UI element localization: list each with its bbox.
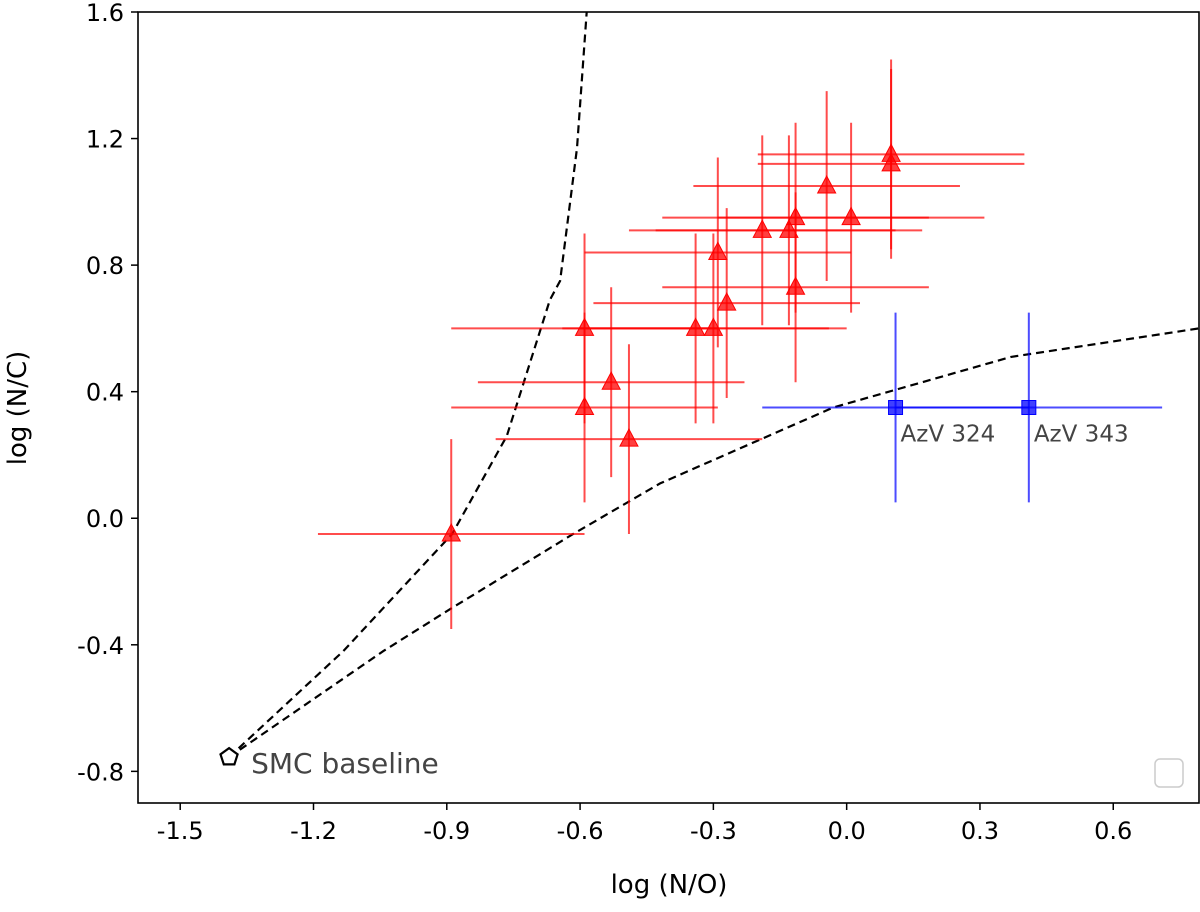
y-tick-label: -0.4 (77, 632, 124, 660)
triangle-data-point (752, 219, 773, 238)
annotations: AzV 324 AzV 343 SMC baseline (251, 422, 1129, 781)
y-tick-label: 1.2 (86, 126, 124, 154)
y-axis-label: log (N/C) (3, 351, 33, 466)
baseline-label: SMC baseline (251, 747, 439, 780)
x-tick-label: -0.3 (690, 817, 737, 845)
y-tick-label: 0.0 (86, 505, 124, 533)
x-tick-label: -0.6 (557, 817, 604, 845)
triangle-data-point (785, 206, 806, 226)
x-tick-label: 0.3 (961, 817, 999, 845)
dashed-model-curve (228, 11, 588, 758)
x-tick-label: -1.5 (157, 817, 204, 845)
triangle-data-point (707, 241, 728, 260)
model-curves (228, 11, 1200, 759)
data-markers (219, 143, 1037, 766)
y-axis-ticks: -0.8 -0.4 0.0 0.4 0.8 1.2 1.6 (77, 0, 138, 786)
triangle-data-point (601, 371, 622, 390)
square-data-point (888, 400, 904, 415)
square-data-point (1021, 400, 1037, 415)
x-tick-label: -1.2 (290, 817, 337, 845)
x-tick-label: -0.9 (423, 817, 470, 845)
triangle-data-point (716, 292, 737, 311)
y-tick-label: 0.8 (86, 252, 124, 280)
triangle-data-point (779, 219, 799, 238)
x-tick-label: 0.0 (828, 817, 866, 845)
triangle-data-point (685, 317, 706, 336)
y-tick-label: 1.6 (86, 0, 124, 27)
legend-box (1154, 758, 1184, 788)
y-tick-label: -0.8 (77, 758, 124, 786)
point-label: AzV 324 (901, 422, 996, 448)
smc-baseline-pentagon-marker (219, 746, 239, 766)
triangle-data-point (574, 317, 595, 336)
plot-frame (137, 11, 1200, 804)
x-tick-label: 0.6 (1094, 817, 1132, 845)
triangle-data-point (619, 428, 639, 447)
triangle-data-point (881, 152, 901, 172)
triangle-data-point (574, 396, 595, 415)
triangle-data-point (841, 206, 861, 226)
triangle-data-point (703, 317, 724, 336)
dashed-model-curve (228, 327, 1200, 759)
triangle-data-point (785, 276, 806, 295)
x-axis-label: log (N/O) (611, 870, 728, 900)
y-tick-label: 0.4 (86, 379, 124, 407)
triangle-data-point (441, 522, 462, 542)
point-label: AzV 343 (1034, 422, 1129, 448)
x-axis-ticks: -1.5 -1.2 -0.9 -0.6 -0.3 0.0 0.3 0.6 (157, 803, 1132, 845)
triangle-data-point (816, 174, 837, 194)
